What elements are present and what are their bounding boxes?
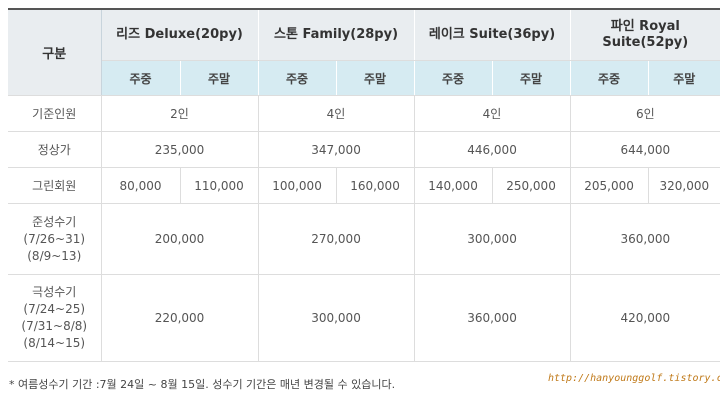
- peak-price-cell: 360,000: [413, 274, 571, 362]
- green-member-price-cell: 205,000: [569, 167, 649, 204]
- capacity-cell: 4인: [257, 95, 415, 132]
- blog-watermark: http://hanyounggolf.tistory.com: [548, 373, 720, 384]
- room-header-row: 구분 리즈 Deluxe(20py) 스톤 Family(28py) 레이크 S…: [8, 8, 720, 96]
- table-row: 준성수기 (7/26~31) (8/9~13) 200,000 270,000 …: [8, 203, 720, 275]
- weekday-header: 주중: [257, 60, 337, 96]
- green-member-price-cell: 250,000: [491, 167, 571, 204]
- row-label-peak: 극성수기 (7/24~25) (7/31~8/8) (8/14~15): [8, 274, 102, 362]
- weekday-header: 주중: [100, 60, 180, 96]
- semi-peak-price-cell: 300,000: [413, 203, 571, 275]
- semi-peak-price-cell: 270,000: [257, 203, 415, 275]
- semi-peak-period: (7/26~31): [23, 231, 86, 246]
- capacity-cell: 6인: [569, 95, 720, 132]
- peak-price-cell: 300,000: [257, 274, 415, 362]
- table-row: 극성수기 (7/24~25) (7/31~8/8) (8/14~15) 220,…: [8, 274, 720, 362]
- table-row: 정상가 235,000 347,000 446,000 644,000: [8, 131, 720, 168]
- peak-period: (7/31~8/8): [21, 319, 88, 333]
- weekend-header: 주말: [491, 60, 571, 96]
- peak-price-cell: 220,000: [100, 274, 259, 362]
- room-family-header: 스톤 Family(28py): [257, 8, 415, 61]
- table-row: 기준인원 2인 4인 4인 6인: [8, 95, 720, 132]
- semi-peak-label: 준성수기: [32, 214, 77, 229]
- regular-price-cell: 644,000: [569, 131, 720, 168]
- green-member-price-cell: 160,000: [335, 167, 415, 204]
- capacity-cell: 4인: [413, 95, 571, 132]
- green-member-price-cell: 320,000: [647, 167, 720, 204]
- peak-period: (7/24~25): [23, 302, 86, 316]
- room-suite-header: 레이크 Suite(36py): [413, 8, 571, 61]
- weekday-header: 주중: [569, 60, 649, 96]
- row-label-semi-peak: 준성수기 (7/26~31) (8/9~13): [8, 203, 102, 275]
- weekday-header: 주중: [413, 60, 493, 96]
- peak-period: (8/14~15): [23, 336, 86, 350]
- green-member-price-cell: 80,000: [100, 167, 180, 204]
- season-note: * 여름성수기 기간 :7월 24일 ~ 8월 15일. 성수기 기간은 매년 …: [9, 378, 396, 391]
- regular-price-cell: 446,000: [413, 131, 571, 168]
- weekend-header: 주말: [335, 60, 415, 96]
- semi-peak-price-cell: 360,000: [569, 203, 720, 275]
- green-member-price-cell: 110,000: [179, 167, 259, 204]
- row-label-capacity: 기준인원: [8, 95, 102, 132]
- regular-price-cell: 235,000: [100, 131, 259, 168]
- green-member-price-cell: 140,000: [413, 167, 493, 204]
- capacity-cell: 2인: [100, 95, 259, 132]
- peak-label: 극성수기: [32, 285, 77, 299]
- row-label-green-member: 그린회원: [8, 167, 102, 204]
- semi-peak-price-cell: 200,000: [100, 203, 259, 275]
- regular-price-cell: 347,000: [257, 131, 415, 168]
- weekend-header: 주말: [647, 60, 720, 96]
- semi-peak-period: (8/9~13): [27, 248, 82, 263]
- day-header-row: 주중 주말 주중 주말 주중 주말 주중 주말: [8, 60, 720, 96]
- rate-table: 구분 리즈 Deluxe(20py) 스톤 Family(28py) 레이크 S…: [8, 8, 720, 362]
- room-deluxe-header: 리즈 Deluxe(20py): [100, 8, 259, 61]
- category-header: 구분: [8, 8, 102, 96]
- weekend-header: 주말: [179, 60, 259, 96]
- green-member-price-cell: 100,000: [257, 167, 337, 204]
- table-row: 그린회원 80,000 110,000 100,000 160,000 140,…: [8, 167, 720, 204]
- peak-price-cell: 420,000: [569, 274, 720, 362]
- row-label-regular-price: 정상가: [8, 131, 102, 168]
- room-royal-suite-header: 파인 Royal Suite(52py): [569, 8, 720, 61]
